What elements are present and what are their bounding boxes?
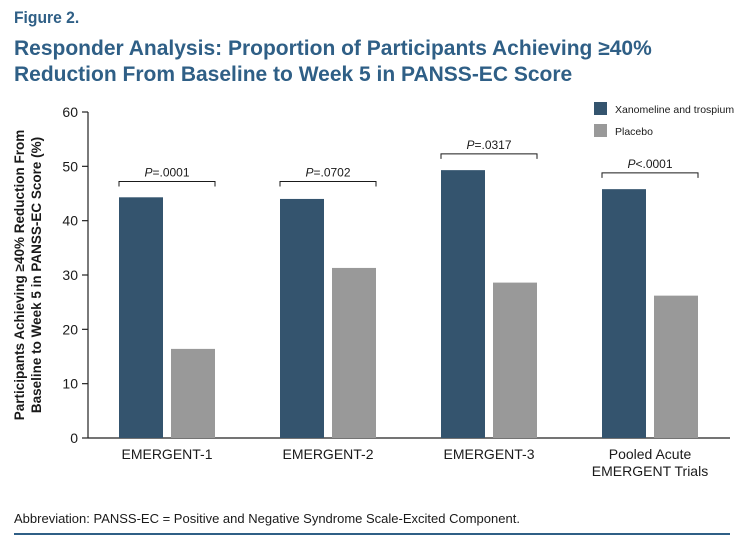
x-tick-label: EMERGENT-1 (121, 446, 212, 462)
significance-bracket (279, 181, 377, 187)
bar-chart: Participants Achieving ≥40% Reduction Fr… (12, 102, 734, 479)
bar-placebo-3 (493, 282, 537, 438)
footer-rule (14, 533, 730, 535)
y-tick-label: 10 (62, 376, 78, 392)
p-value-label: P=.0702 (305, 166, 350, 180)
legend-swatch-2 (594, 124, 607, 137)
y-tick-label: 50 (62, 158, 78, 174)
bar-placebo-4 (654, 295, 698, 438)
x-tick-label: EMERGENT-3 (443, 446, 534, 462)
legend-label-2: Placebo (615, 126, 653, 138)
chart-title-line-2: Reduction From Baseline to Week 5 in PAN… (14, 63, 573, 86)
chart-title-line-1: Responder Analysis: Proportion of Partic… (14, 37, 652, 60)
significance-bracket (118, 181, 216, 187)
p-value-label: P=.0317 (466, 138, 511, 152)
significance-bracket (440, 153, 538, 159)
p-value-label: P<.0001 (627, 157, 672, 171)
y-tick-label: 0 (70, 430, 78, 446)
x-tick-label: EMERGENT Trials (592, 463, 708, 479)
y-tick-label: 60 (62, 104, 78, 120)
y-axis-label-line-1: Participants Achieving ≥40% Reduction Fr… (12, 130, 27, 420)
footnote: Abbreviation: PANSS-EC = Positive and Ne… (14, 511, 520, 526)
bar-xanomeline-2 (280, 198, 324, 438)
y-tick-label: 40 (62, 213, 78, 229)
bar-xanomeline-3 (441, 170, 485, 438)
figure-label: Figure 2. (14, 8, 80, 27)
bar-xanomeline-1 (119, 197, 163, 438)
bar-placebo-1 (171, 348, 215, 438)
x-tick-label: EMERGENT-2 (282, 446, 373, 462)
x-tick-label: Pooled Acute (609, 446, 692, 462)
y-axis-label-line-2: Baseline to Week 5 in PANSS-EC Score (%) (29, 137, 44, 413)
bar-placebo-2 (332, 267, 376, 438)
y-tick-label: 20 (62, 321, 78, 337)
p-value-label: P=.0001 (144, 166, 189, 180)
y-tick-label: 30 (62, 267, 78, 283)
significance-bracket (601, 172, 699, 178)
chart-title: Responder Analysis: Proportion of Partic… (14, 36, 734, 88)
legend-label-1: Xanomeline and trospium (615, 104, 734, 116)
bar-xanomeline-4 (602, 189, 646, 438)
legend-swatch-1 (594, 102, 607, 115)
